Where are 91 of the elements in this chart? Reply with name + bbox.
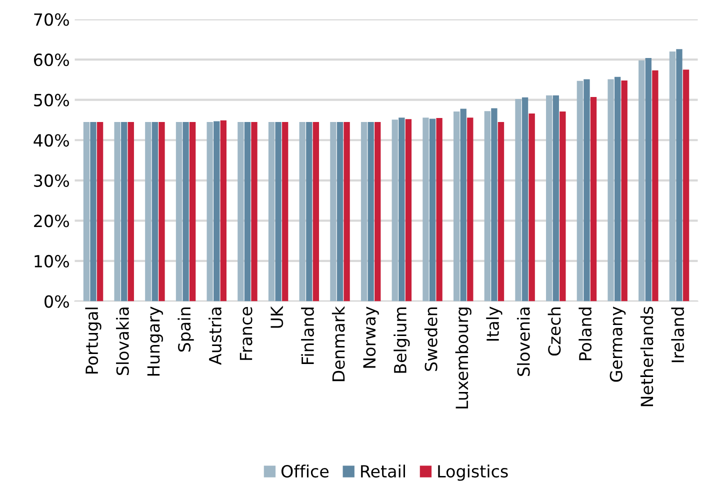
- x-tick-label: Czech: [548, 308, 561, 356]
- bar: [560, 112, 566, 302]
- bar: [491, 108, 498, 302]
- bar: [669, 52, 676, 302]
- bar: [96, 122, 104, 302]
- x-tick-label: Italy: [486, 306, 502, 341]
- bar: [436, 118, 442, 302]
- bar: [484, 111, 491, 302]
- y-tick-label: 50%: [34, 94, 69, 106]
- bar: [306, 122, 312, 302]
- x-tick-label: Luxembourg: [455, 308, 472, 408]
- bar: [392, 120, 398, 302]
- y-tick-label: 40%: [34, 134, 69, 147]
- bar: [584, 79, 590, 302]
- bar: [336, 122, 344, 302]
- x-tick-label: Spain: [178, 308, 194, 352]
- y-tick-label: 20%: [34, 214, 69, 228]
- bar: [652, 70, 658, 302]
- bar: [429, 118, 436, 302]
- bar: [576, 80, 584, 302]
- bar: [682, 70, 690, 302]
- x-tick-label: Ireland: [671, 308, 684, 362]
- bar: [528, 114, 535, 302]
- bar: [238, 122, 244, 302]
- x-tick-label: Norway: [363, 306, 379, 368]
- x-tick-label: Germany: [610, 306, 626, 382]
- bar: [220, 120, 226, 302]
- y-tick-label: 10%: [34, 254, 69, 268]
- bar: [152, 122, 158, 302]
- y-tick-label: 30%: [34, 174, 69, 187]
- bar: [330, 122, 336, 302]
- bar: [398, 118, 405, 302]
- legend-label: Office: [281, 464, 329, 478]
- x-tick-label: UK: [270, 306, 284, 328]
- bar: [128, 122, 134, 302]
- x-tick-label: Belgium: [394, 308, 410, 373]
- x-tick-label: Finland: [301, 308, 314, 364]
- bar: [546, 95, 552, 302]
- bar: [590, 97, 597, 302]
- bar: [189, 122, 196, 302]
- y-tick-label: 70%: [34, 13, 69, 26]
- bar: [515, 99, 522, 302]
- bar: [498, 122, 504, 302]
- bar: [251, 122, 258, 302]
- bar: [405, 119, 412, 302]
- x-tick-label: Austria: [208, 308, 222, 365]
- bar: [614, 76, 621, 302]
- bar: [182, 122, 189, 302]
- legend-label: Retail: [361, 464, 405, 478]
- y-tick-label: 0%: [44, 295, 69, 308]
- bar: [621, 80, 628, 302]
- x-tick-label: Slovenia: [516, 308, 530, 376]
- bar: [522, 97, 528, 302]
- bar: [114, 122, 120, 302]
- bar: [638, 60, 645, 302]
- bar: [360, 122, 368, 302]
- bar: [608, 79, 614, 302]
- bar: [145, 122, 152, 302]
- bar: [158, 122, 165, 302]
- bar: [422, 118, 429, 302]
- bar: [676, 49, 682, 302]
- x-tick-label: Sweden: [424, 308, 438, 371]
- x-tick-label: Poland: [578, 308, 592, 360]
- bar: [344, 122, 350, 302]
- bar: [176, 122, 182, 302]
- x-tick-label: Portugal: [85, 308, 102, 374]
- bar: [282, 122, 288, 302]
- x-tick-label: Slovakia: [116, 308, 129, 375]
- bar: [214, 121, 220, 302]
- bar: [453, 112, 460, 302]
- bar: [467, 118, 474, 302]
- x-tick-label: France: [240, 307, 252, 360]
- y-tick-label: 60%: [34, 54, 69, 66]
- bar: [83, 122, 90, 302]
- bar: [645, 58, 652, 302]
- bar: [244, 122, 251, 302]
- bar: [460, 108, 466, 302]
- bar: [312, 122, 320, 302]
- bar: [275, 122, 282, 302]
- x-tick-label: Netherlands: [640, 306, 654, 406]
- bar: [368, 122, 374, 302]
- x-tick-label: Hungary: [147, 306, 164, 376]
- bar: [374, 122, 381, 302]
- bar: [121, 122, 128, 302]
- bar: [552, 95, 559, 302]
- x-tick-label: Denmark: [332, 306, 345, 382]
- legend-label: Logistics: [438, 464, 508, 481]
- bar: [90, 122, 96, 302]
- bar: [299, 122, 306, 302]
- bar: [268, 122, 275, 302]
- bar: [206, 122, 213, 302]
